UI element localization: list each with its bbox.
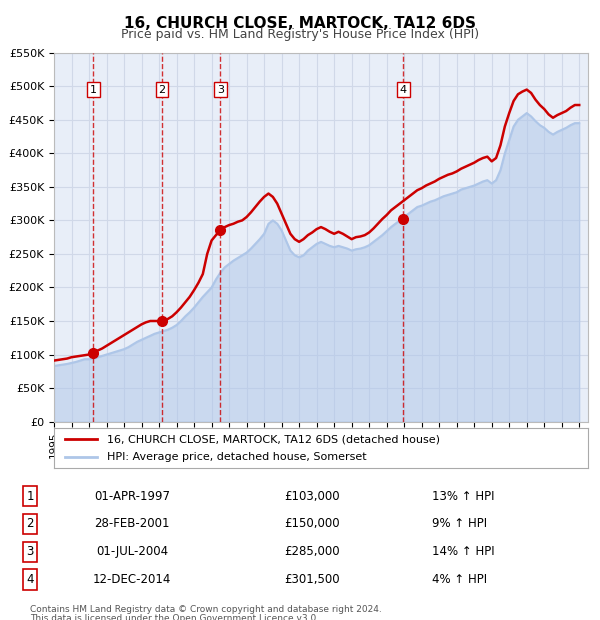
- Text: 1: 1: [26, 490, 34, 503]
- Text: 2: 2: [26, 517, 34, 530]
- Text: 4: 4: [400, 84, 407, 95]
- Text: 13% ↑ HPI: 13% ↑ HPI: [432, 490, 494, 503]
- Text: £285,000: £285,000: [284, 545, 340, 558]
- Text: 01-APR-1997: 01-APR-1997: [94, 490, 170, 503]
- Text: 16, CHURCH CLOSE, MARTOCK, TA12 6DS: 16, CHURCH CLOSE, MARTOCK, TA12 6DS: [124, 16, 476, 30]
- Text: 14% ↑ HPI: 14% ↑ HPI: [432, 545, 494, 558]
- Text: 3: 3: [217, 84, 224, 95]
- Text: 16, CHURCH CLOSE, MARTOCK, TA12 6DS (detached house): 16, CHURCH CLOSE, MARTOCK, TA12 6DS (det…: [107, 434, 440, 444]
- Text: 9% ↑ HPI: 9% ↑ HPI: [432, 517, 487, 530]
- Text: 01-JUL-2004: 01-JUL-2004: [96, 545, 168, 558]
- Text: HPI: Average price, detached house, Somerset: HPI: Average price, detached house, Some…: [107, 452, 367, 462]
- Text: Price paid vs. HM Land Registry's House Price Index (HPI): Price paid vs. HM Land Registry's House …: [121, 28, 479, 41]
- Text: This data is licensed under the Open Government Licence v3.0.: This data is licensed under the Open Gov…: [30, 614, 319, 620]
- Text: 2: 2: [158, 84, 166, 95]
- Text: £150,000: £150,000: [284, 517, 340, 530]
- Text: 3: 3: [26, 545, 34, 558]
- Text: 4% ↑ HPI: 4% ↑ HPI: [432, 573, 487, 586]
- Text: 28-FEB-2001: 28-FEB-2001: [94, 517, 170, 530]
- Text: £103,000: £103,000: [284, 490, 340, 503]
- Text: 12-DEC-2014: 12-DEC-2014: [93, 573, 171, 586]
- Text: 4: 4: [26, 573, 34, 586]
- Text: 1: 1: [90, 84, 97, 95]
- Text: Contains HM Land Registry data © Crown copyright and database right 2024.: Contains HM Land Registry data © Crown c…: [30, 604, 382, 614]
- Text: £301,500: £301,500: [284, 573, 340, 586]
